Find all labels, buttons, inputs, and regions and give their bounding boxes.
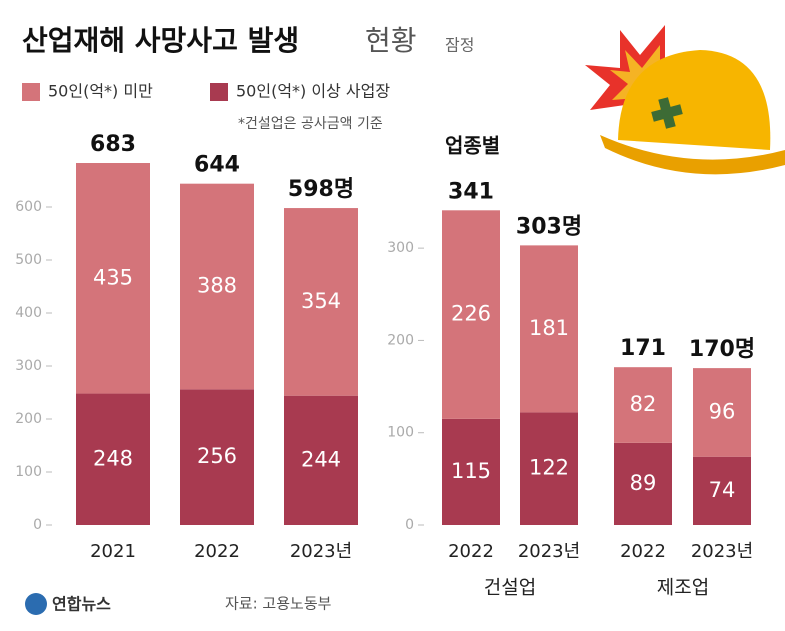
panel-title: 업종별 [445,134,500,158]
segment-label: 82 [630,392,657,416]
x-tick-label: 2021 [90,541,136,562]
total-label: 170명 [689,337,755,362]
segment-label: 89 [630,471,657,495]
segment-label: 354 [301,289,341,313]
helmet-icon [585,25,785,175]
bar-segment [614,367,672,443]
legend-swatch [210,83,228,101]
bar-segment [284,208,358,396]
x-tick-label: 2022 [448,541,494,562]
helmet-dome [618,50,771,150]
y-tick-label: 200 [387,332,414,348]
segment-label: 226 [451,302,491,326]
y-tick-label: 200 [15,411,42,427]
segment-label: 74 [709,478,736,502]
y-tick-label: 600 [15,199,42,215]
logo: 연합뉴스 [25,593,111,615]
bar-segment [76,163,150,394]
title-light: 현황 [365,24,417,57]
logo-text: 연합뉴스 [52,595,111,614]
x-tick-label: 2023년 [290,541,352,562]
bar-segment [442,210,500,419]
title-note: 잠정 [445,36,474,55]
y-tick-label: 100 [387,425,414,441]
x-tick-label: 2023년 [518,541,580,562]
total-label: 341 [448,179,494,204]
segment-label: 435 [93,265,133,289]
legend-label: 50인(억*) 미만 [48,82,153,101]
title: 산업재해 사망사고 발생 [22,24,299,57]
y-tick-label: 300 [387,240,414,256]
x-tick-label: 2022 [620,541,666,562]
bar-segment [180,389,254,525]
y-tick-label: 500 [15,252,42,268]
legend-note: *건설업은 공사금액 기준 [238,116,383,132]
segment-label: 181 [529,316,569,340]
total-label: 683 [90,132,136,157]
y-tick-label: 100 [15,464,42,480]
bar-segment [520,245,578,413]
segment-label: 96 [709,399,736,423]
y-tick-label: 0 [405,517,414,533]
total-label: 598명 [288,177,354,202]
y-tick-label: 300 [15,358,42,374]
total-label: 644 [194,153,240,178]
total-label: 171 [620,336,666,361]
bar-segment [693,368,751,457]
segment-label: 388 [197,274,237,298]
bar-segment [693,456,751,525]
y-tick-label: 400 [15,305,42,321]
segment-label: 115 [451,459,491,483]
bar-segment [614,442,672,525]
segment-label: 122 [529,456,569,480]
y-tick-label: 0 [33,517,42,533]
bar-segment [520,412,578,525]
legend-swatch [22,83,40,101]
x-tick-label: 2022 [194,541,240,562]
legend-label: 50인(억*) 이상 사업장 [236,82,390,101]
segment-label: 256 [197,444,237,468]
group-label: 건설업 [484,577,536,599]
total-label: 303명 [516,214,582,239]
helmet-brim [600,135,785,175]
x-tick-label: 2023년 [691,541,753,562]
helmet-cross [651,97,683,129]
source: 자료: 고용노동부 [225,595,332,613]
segment-label: 244 [301,447,341,471]
segment-label: 248 [93,446,133,470]
group-label: 제조업 [657,577,709,599]
bar-segment [180,183,254,390]
logo-icon [25,593,47,615]
bar-segment [76,393,150,525]
bar-segment [284,395,358,525]
bar-segment [442,418,500,525]
